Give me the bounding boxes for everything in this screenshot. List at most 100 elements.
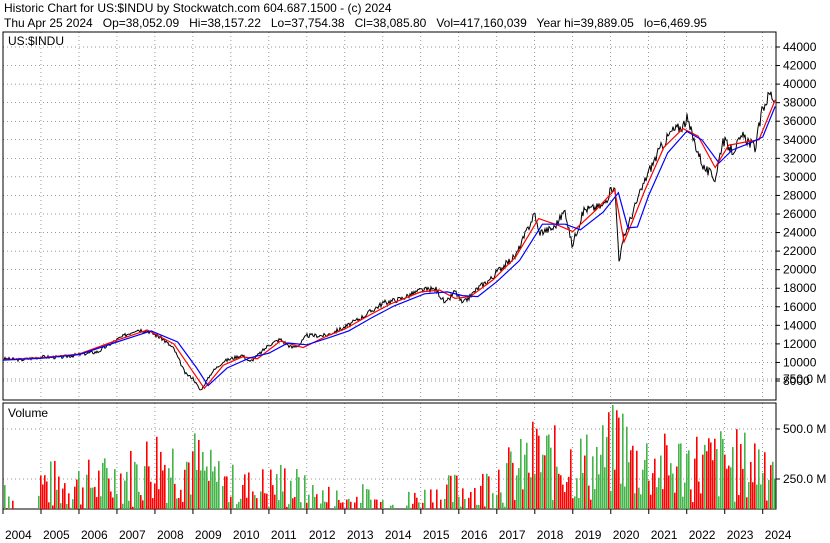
price-tick-label: 44000 — [783, 40, 817, 54]
volume-bar — [588, 485, 590, 509]
volume-bar — [666, 445, 668, 509]
x-tick-label: 2015 — [423, 528, 450, 542]
volume-bar — [392, 504, 394, 509]
volume-bar — [686, 453, 688, 509]
volume-bar — [468, 497, 470, 509]
volume-bar — [200, 470, 202, 509]
volume-bar — [216, 481, 218, 509]
volume-bar — [56, 489, 58, 509]
volume-bar — [246, 497, 248, 509]
volume-bar — [154, 483, 156, 509]
volume-bar — [706, 451, 708, 509]
volume-bar — [66, 503, 68, 509]
volume-bar — [636, 450, 638, 509]
volume-bar — [654, 458, 656, 509]
volume-bar — [614, 469, 616, 509]
volume-bar — [196, 469, 198, 509]
volume-bar — [496, 494, 498, 509]
volume-bar — [562, 484, 564, 509]
volume-bar — [708, 438, 710, 509]
volume-bar — [544, 455, 546, 509]
volume-bar — [96, 497, 98, 509]
volume-bar — [282, 491, 284, 509]
volume-bar — [656, 487, 658, 509]
volume-bar — [146, 441, 148, 509]
price-tick-label: 32000 — [783, 151, 817, 165]
volume-bar — [350, 501, 352, 509]
volume-bar — [560, 475, 562, 509]
volume-bar — [228, 502, 230, 509]
volume-bar — [256, 498, 258, 509]
volume-bar — [566, 481, 568, 509]
volume-bar — [164, 464, 166, 509]
volume-bar — [718, 496, 720, 509]
volume-bar — [152, 498, 154, 509]
price-tick-label: 20000 — [783, 263, 817, 277]
volume-bar — [374, 499, 376, 509]
volume-bar — [212, 471, 214, 509]
volume-bar — [418, 502, 420, 509]
volume-bar — [4, 485, 6, 509]
volume-bar — [132, 506, 134, 509]
volume-bar — [436, 489, 438, 509]
volume-bar — [696, 436, 698, 509]
volume-bar — [76, 479, 78, 509]
volume-bar — [156, 436, 158, 509]
volume-bar — [88, 459, 90, 509]
volume-bar — [644, 459, 646, 509]
volume-bar — [422, 502, 424, 509]
volume-bar — [500, 492, 502, 509]
volume-bar — [360, 502, 362, 509]
volume-bar — [668, 475, 670, 509]
volume-bar — [554, 425, 556, 509]
volume-bar — [456, 475, 458, 509]
x-tick-label: 2006 — [81, 528, 108, 542]
volume-bar — [150, 481, 152, 509]
volume-bar — [476, 504, 478, 509]
volume-bar — [528, 472, 530, 509]
volume-bar — [470, 491, 472, 509]
volume-bar — [184, 469, 186, 509]
volume-bar — [292, 498, 294, 509]
price-tick-label: 14000 — [783, 318, 817, 332]
x-tick-label: 2009 — [195, 528, 222, 542]
volume-bar — [754, 443, 756, 509]
volume-bar — [738, 494, 740, 509]
volume-bar — [98, 470, 100, 509]
volume-bar — [170, 477, 172, 509]
volume-bar — [80, 504, 82, 509]
volume-tick-label: 500.0 M — [783, 422, 826, 436]
volume-bar — [210, 449, 212, 509]
volume-bar — [478, 504, 480, 509]
x-tick-label: 2011 — [271, 528, 297, 542]
volume-bar — [584, 455, 586, 509]
volume-bar — [166, 502, 168, 509]
volume-bar — [158, 489, 160, 509]
volume-bar — [42, 484, 44, 509]
volume-bar — [300, 502, 302, 509]
volume-bar — [106, 467, 108, 509]
price-tick-label: 34000 — [783, 133, 817, 147]
volume-bar — [238, 502, 240, 509]
volume-bar — [92, 487, 94, 509]
volume-bar — [260, 491, 262, 509]
x-tick-label: 2017 — [499, 528, 526, 542]
volume-bar — [744, 432, 746, 509]
volume-bar — [448, 475, 450, 509]
volume-bar — [602, 425, 604, 509]
volume-bar — [576, 478, 578, 509]
volume-bar — [356, 496, 358, 509]
volume-bar — [252, 491, 254, 509]
volume-bar — [414, 492, 416, 509]
volume-bar — [334, 506, 336, 509]
volume-bar — [12, 500, 14, 509]
x-tick-label: 2021 — [651, 528, 678, 542]
volume-bar — [160, 451, 162, 509]
x-tick-label: 2020 — [613, 528, 640, 542]
volume-bar — [628, 462, 630, 509]
volume-bar — [676, 466, 678, 509]
volume-bar — [140, 495, 142, 509]
volume-bar — [486, 473, 488, 509]
x-tick-label: 2019 — [575, 528, 602, 542]
